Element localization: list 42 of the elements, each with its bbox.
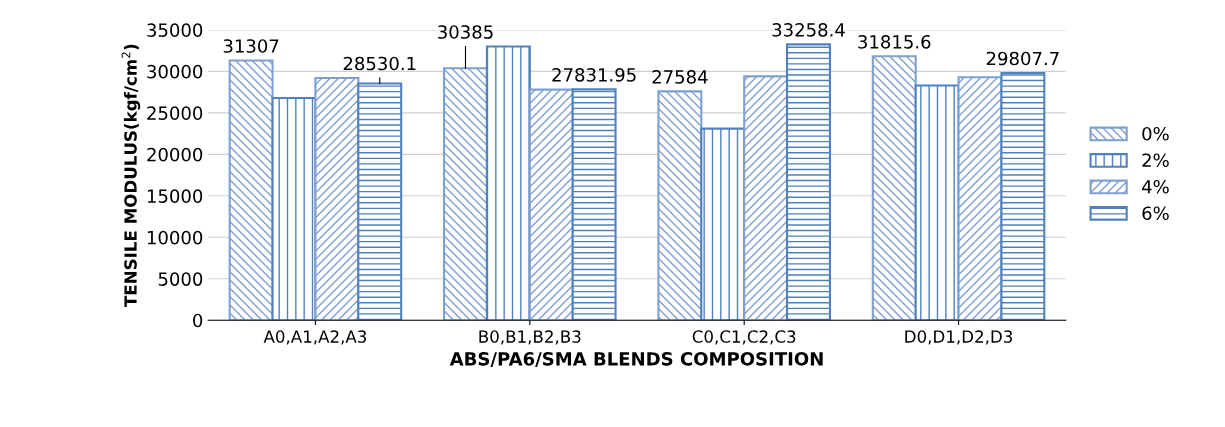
bar (957, 76, 1003, 321)
bar (485, 45, 531, 321)
bar (657, 90, 703, 321)
bar (786, 43, 831, 321)
legend-label: 0% (1142, 126, 1169, 141)
x-tick-label: B0,B1,B2,B3 (479, 330, 581, 345)
bar (571, 88, 617, 321)
legend-label: 6% (1142, 206, 1169, 221)
data-label: 31815.6 (858, 34, 931, 49)
data-label: 30385 (438, 25, 493, 39)
y-axis-title: TENSILE MODULUS(kgf/cm$^{2}$) (121, 44, 141, 307)
bar (228, 59, 274, 321)
legend-label: 2% (1142, 153, 1169, 168)
bar (871, 55, 917, 321)
bar (700, 127, 746, 321)
y-tick-label: 20000 (147, 147, 203, 162)
bar (1000, 71, 1046, 321)
x-tick-label: A0,A1,A2,A3 (263, 330, 367, 345)
x-tick-label: C0,C1,C2,C3 (692, 330, 796, 345)
y-tick-label: 10000 (147, 230, 203, 245)
data-label: 31307 (223, 39, 279, 53)
y-tick-label: 15000 (147, 189, 203, 203)
bar (914, 84, 960, 321)
data-label: 27584 (652, 70, 708, 84)
legend-label: 4% (1142, 179, 1169, 194)
y-tick-label: 5000 (158, 272, 203, 286)
data-label: 33258.4 (772, 23, 845, 37)
bar (743, 75, 789, 321)
bar (528, 88, 574, 321)
x-axis-title: ABS/PA6/SMA BLENDS COMPOSITION (449, 351, 823, 368)
y-tick-label: 0 (193, 313, 203, 328)
bar (443, 67, 488, 321)
bar (314, 76, 360, 321)
data-label: 29807.7 (986, 51, 1059, 66)
bar (271, 96, 317, 321)
x-tick-label: D0,D1,D2,D3 (905, 330, 1013, 345)
y-tick-label: 35000 (147, 23, 203, 38)
bar (357, 82, 403, 321)
data-label: 27831.95 (552, 68, 636, 82)
data-label: 28530.1 (343, 56, 416, 71)
y-tick-label: 25000 (147, 106, 203, 120)
y-tick-label: 30000 (147, 64, 203, 79)
